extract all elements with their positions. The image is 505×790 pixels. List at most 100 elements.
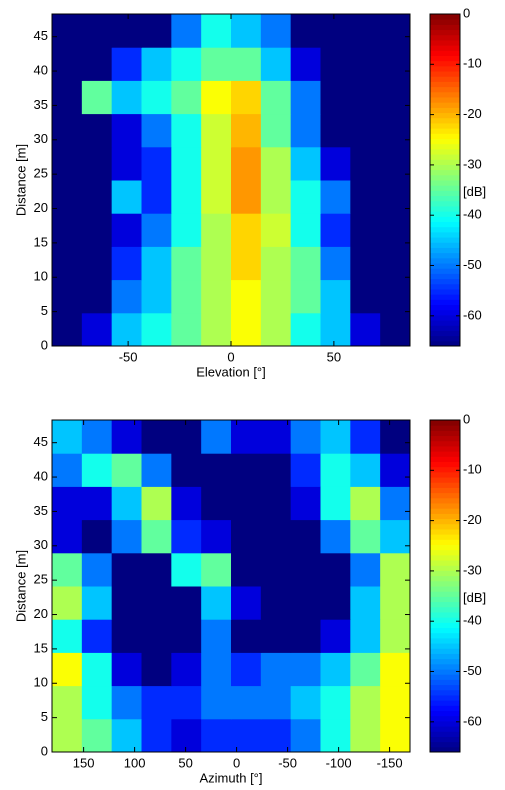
colorbar-swatch [430,143,460,150]
heatmap-cell [81,619,113,653]
y-tick-label: 20 [34,200,48,215]
heatmap-cell [320,486,351,521]
colorbar-swatch [430,185,460,191]
colorbar-tick-label: -20 [463,106,482,121]
heatmap-cell [111,14,142,48]
heatmap-cell [290,718,321,753]
colorbar-swatch [430,575,460,582]
heatmap-cell [290,552,321,587]
heatmap-cell [260,113,292,148]
colorbar-tick-label: -30 [463,156,482,171]
heatmap-cell [350,113,381,148]
heatmap-cell [320,453,351,487]
heatmap-cell [290,180,321,214]
heatmap-cell [171,246,202,281]
colorbar-swatch [430,461,460,468]
heatmap-cell [81,14,113,48]
colorbar-swatch [430,314,460,321]
colorbar-swatch [430,746,460,753]
colorbar-frame [429,419,461,753]
x-tick-label: -150 [377,755,403,770]
heatmap-cell [290,246,321,281]
heatmap-cell [171,279,202,314]
heatmap-cell [111,113,142,148]
heatmap-cell [111,453,142,487]
colorbar-swatch [430,71,460,77]
colorbar-swatch [430,257,460,264]
colorbar-swatch [430,263,460,269]
heatmap-cell [260,47,292,81]
heatmap-cell [260,14,292,48]
colorbar-swatch [430,288,460,295]
heatmap-cell [52,14,83,48]
heatmap-cell [290,80,321,115]
colorbar-tick-label: -50 [463,663,482,678]
heatmap-cell [290,14,321,48]
heatmap-cell [231,619,262,653]
heatmap-cell [171,47,202,81]
colorbar-swatch [430,637,460,644]
colorbar-swatch [430,627,460,634]
heatmap-cell [171,718,202,753]
heatmap-cell [201,619,232,653]
colorbar-swatch [430,91,460,98]
colorbar-swatch [430,482,460,488]
heatmap-cell [171,14,202,48]
heatmap-cell [260,586,292,620]
heatmap-cell [111,213,142,247]
heatmap-cell [52,279,83,314]
colorbar-swatch [430,477,460,483]
heatmap-cell [350,420,381,454]
heatmap-cell [111,420,142,454]
colorbar-swatch [430,283,460,290]
chart-panel: -50 0 50 0 5 10 15 20 25 30 35 40 45 Elevation [°] Dis… [13,5,486,379]
colorbar-swatch [430,60,460,67]
heatmap-cell [290,146,321,181]
colorbar-swatch [430,335,460,342]
heatmap-cell [231,180,262,214]
colorbar-swatch [430,596,460,603]
heatmap-cell [231,519,262,554]
heatmap-cell [171,685,202,720]
heatmap-cell [141,113,172,148]
colorbar-swatch [430,632,460,639]
heatmap-cell [201,80,232,115]
heatmap-cell [380,14,411,48]
heatmap-cell [201,718,232,753]
heatmap-cell [81,146,113,181]
heatmap-cell [111,552,142,587]
heatmap-cell [320,420,351,454]
heatmap-cell [290,519,321,554]
heatmap-cell [141,486,172,521]
heatmap-cell [141,213,172,247]
heatmap-cell [231,486,262,521]
heatmap-cell [52,80,83,115]
heatmap-cell [260,279,292,314]
heatmap-cell [201,146,232,181]
heatmap-cell [201,180,232,214]
colorbar-swatch [430,679,460,686]
heatmap-cell [81,685,113,720]
heatmap-cell [231,213,262,247]
heatmap-cell [52,652,83,687]
heatmap-cell [290,685,321,720]
colorbar-swatch [430,97,460,103]
heatmap-cell [290,213,321,247]
y-tick-label: 45 [34,28,48,43]
x-axis-label: Elevation [°] [196,364,266,379]
colorbar-swatch [430,211,460,217]
heatmap-cell [171,519,202,554]
y-tick-label: 30 [34,537,48,552]
colorbar-swatch [430,694,460,701]
heatmap-cell [380,420,411,454]
heatmap-cell [380,312,411,347]
heatmap-cell [52,718,83,753]
colorbar-swatch [430,720,460,727]
heatmap-cell [290,420,321,454]
heatmap-cell [171,486,202,521]
heatmap-cell [380,279,411,314]
heatmap-cell [380,652,411,687]
colorbar-swatch [430,508,460,514]
colorbar-swatch [430,648,460,654]
heatmap-cell [81,213,113,247]
